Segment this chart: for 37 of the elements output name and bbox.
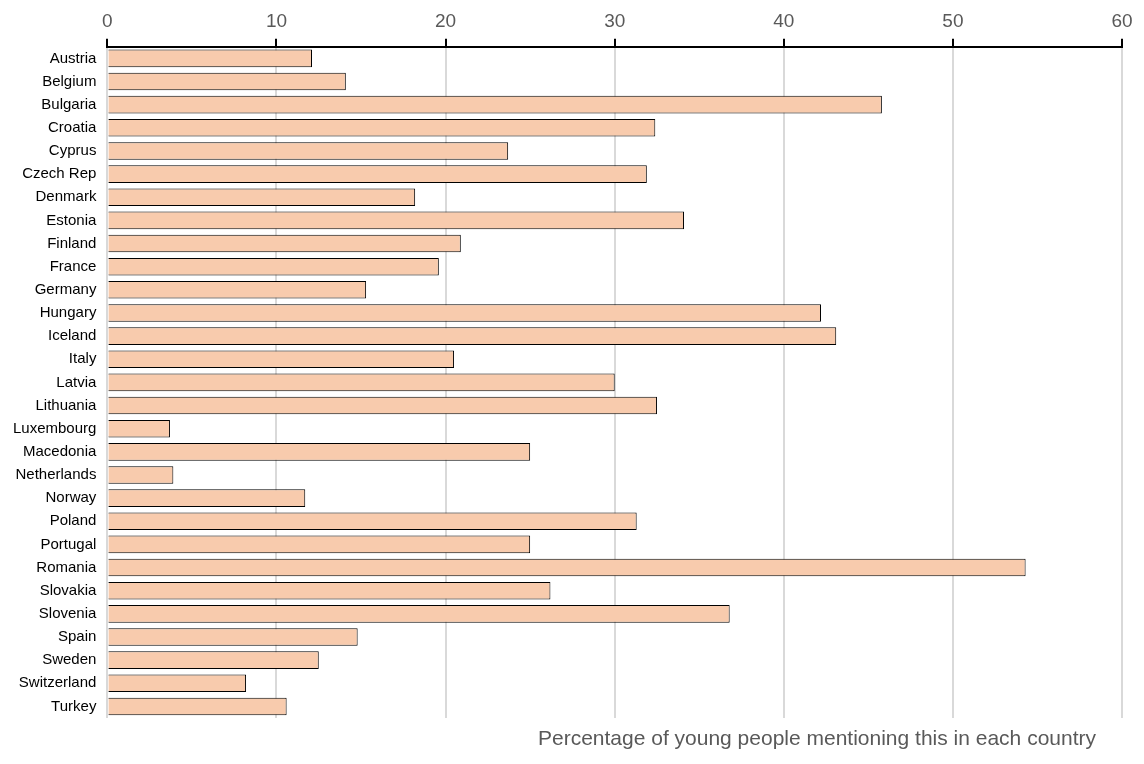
x-tick-label: 10 bbox=[265, 9, 288, 31]
y-tick-label: Austria bbox=[49, 48, 98, 66]
y-tick-label: Slovenia bbox=[38, 603, 98, 621]
x-tick-label: 60 bbox=[1111, 9, 1133, 31]
y-tick-label: Denmark bbox=[35, 187, 97, 205]
x-tick-label: 20 bbox=[435, 9, 457, 31]
y-tick-label: Slovakia bbox=[39, 580, 98, 598]
y-tick-label: Iceland bbox=[48, 326, 97, 344]
y-tick-label: Estonia bbox=[46, 210, 98, 228]
x-tick-label: 30 bbox=[604, 9, 626, 31]
y-tick-label: Finland bbox=[47, 233, 97, 251]
y-tick-label: Romania bbox=[36, 557, 98, 575]
y-tick-label: Belgium bbox=[42, 71, 97, 89]
x-tick-label: 50 bbox=[942, 9, 964, 31]
y-tick-label: Latvia bbox=[56, 372, 98, 390]
y-tick-label: Spain bbox=[58, 627, 97, 645]
y-tick-label: Portugal bbox=[40, 534, 97, 552]
y-tick-label: Macedonia bbox=[23, 441, 98, 459]
y-tick-label: Hungary bbox=[39, 303, 97, 321]
y-tick-label: Bulgaria bbox=[41, 94, 98, 112]
x-tick-label: 40 bbox=[773, 9, 795, 31]
y-tick-label: Sweden bbox=[42, 650, 97, 668]
y-tick-label: Turkey bbox=[51, 696, 97, 714]
y-tick-label: Norway bbox=[45, 488, 97, 506]
y-tick-label: Cyprus bbox=[48, 141, 97, 159]
y-tick-label: Czech Rep bbox=[22, 164, 97, 182]
y-tick-label: Germany bbox=[34, 279, 97, 297]
x-tick-label: 0 bbox=[102, 9, 113, 31]
y-tick-label: Switzerland bbox=[18, 673, 97, 691]
y-tick-label: Luxembourg bbox=[13, 418, 97, 436]
y-tick-label: Netherlands bbox=[15, 465, 97, 483]
y-tick-label: France bbox=[49, 256, 97, 274]
y-tick-label: Lithuania bbox=[35, 395, 98, 413]
x-axis-title: Percentage of young people mentioning this in each country bbox=[537, 726, 1096, 750]
y-tick-label: Croatia bbox=[48, 117, 98, 135]
y-tick-label: Italy bbox=[68, 349, 97, 367]
y-tick-label: Poland bbox=[49, 511, 97, 529]
